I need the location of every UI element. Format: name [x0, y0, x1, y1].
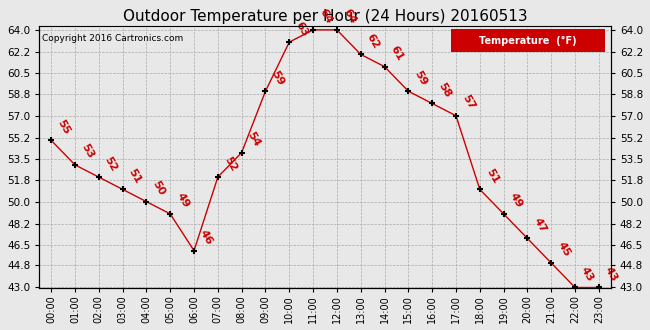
- Text: 49: 49: [508, 191, 525, 210]
- Text: 51: 51: [127, 167, 143, 185]
- Text: 50: 50: [151, 179, 167, 197]
- Text: 53: 53: [79, 143, 96, 161]
- Text: 51: 51: [484, 167, 500, 185]
- Text: 59: 59: [270, 69, 286, 87]
- Text: 52: 52: [103, 154, 119, 173]
- Text: 43: 43: [579, 265, 595, 283]
- Text: 64: 64: [317, 7, 334, 26]
- Text: 57: 57: [460, 93, 476, 112]
- Text: 61: 61: [389, 44, 405, 62]
- Title: Outdoor Temperature per Hour (24 Hours) 20160513: Outdoor Temperature per Hour (24 Hours) …: [123, 9, 527, 24]
- Text: 54: 54: [246, 130, 262, 148]
- Text: 58: 58: [436, 81, 452, 99]
- Text: 55: 55: [55, 118, 72, 136]
- Text: 47: 47: [532, 216, 548, 234]
- Text: 43: 43: [603, 265, 619, 283]
- Text: 59: 59: [413, 69, 429, 87]
- Text: 62: 62: [365, 32, 382, 50]
- Text: 49: 49: [174, 191, 191, 210]
- Text: 52: 52: [222, 154, 239, 173]
- Text: Copyright 2016 Cartronics.com: Copyright 2016 Cartronics.com: [42, 34, 183, 43]
- Text: 64: 64: [341, 7, 358, 26]
- Text: 63: 63: [293, 19, 310, 38]
- Text: 46: 46: [198, 228, 214, 247]
- Text: 45: 45: [555, 240, 572, 259]
